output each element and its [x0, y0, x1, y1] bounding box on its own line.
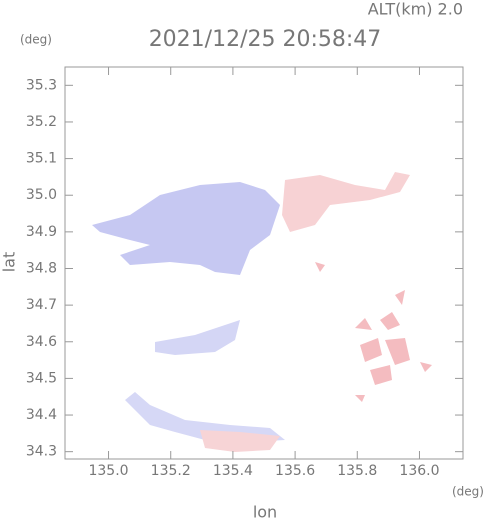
echo-areas — [92, 172, 432, 452]
x-tick-label: 135.2 — [151, 463, 191, 479]
echo-pink — [282, 172, 410, 232]
chart-title: 2021/12/25 20:58:47 — [149, 27, 382, 52]
y-tick-label: 34.6 — [26, 334, 57, 350]
echo-blue — [155, 320, 240, 355]
altitude-label: ALT(km) 2.0 — [368, 0, 463, 19]
x-axis-label: lon — [253, 503, 277, 522]
x-tick-label: 135.8 — [337, 463, 377, 479]
x-unit: (deg) — [452, 485, 484, 499]
x-tick-label: 136.0 — [399, 463, 439, 479]
echo-pink — [315, 262, 432, 402]
y-axis-label: lat — [0, 252, 19, 273]
x-tick-label: 135.4 — [213, 463, 253, 479]
y-tick-label: 34.5 — [26, 370, 57, 386]
x-tick-label: 135.6 — [275, 463, 315, 479]
y-tick-label: 34.9 — [26, 224, 57, 240]
y-tick-label: 35.0 — [26, 187, 57, 203]
y-tick-label: 34.8 — [26, 260, 57, 276]
y-tick-label: 35.3 — [26, 77, 57, 93]
x-tick-label: 135.0 — [88, 463, 128, 479]
y-tick-label: 35.2 — [26, 114, 57, 130]
y-tick-label: 34.7 — [26, 297, 57, 313]
y-tick-label: 35.1 — [26, 151, 57, 167]
echo-blue — [125, 392, 285, 442]
echo-pink — [200, 430, 280, 452]
y-unit: (deg) — [20, 33, 52, 47]
plot-frame — [64, 66, 464, 460]
y-tick-label: 34.3 — [26, 444, 57, 460]
echo-blue — [92, 182, 280, 275]
y-tick-label: 34.4 — [26, 407, 57, 423]
